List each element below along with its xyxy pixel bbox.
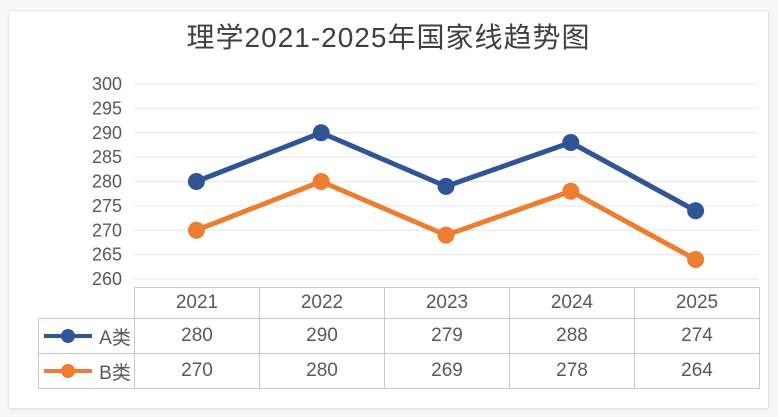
- series-b-line-marker-icon: [44, 364, 93, 378]
- year-header-cell: 2022: [259, 287, 385, 319]
- y-axis-tick-label: 290: [92, 123, 122, 143]
- series-a-value-cell: 290: [259, 318, 385, 354]
- series-b-value-cell: 278: [509, 353, 635, 389]
- chart-data-table: 2021 2022 2023 2024 2025 A类 280: [38, 287, 760, 389]
- legend-key-wrapper: B类: [39, 358, 134, 385]
- series-a-line-marker-icon: [44, 329, 93, 343]
- y-axis-tick-label: 260: [92, 269, 122, 289]
- y-axis-tick-label: 270: [92, 220, 122, 240]
- series-b-value-cell: 280: [259, 353, 385, 389]
- series-a-value-cell: 288: [509, 318, 635, 354]
- table-corner-cell: [39, 288, 135, 319]
- series-a-value-cell: 279: [384, 318, 510, 354]
- series-b-value-cell: 270: [134, 353, 260, 389]
- series-a-legend-cell: A类: [38, 318, 135, 354]
- year-header-cell: 2023: [384, 287, 510, 319]
- data-point-marker: [187, 173, 205, 190]
- series-a-label: A类: [99, 327, 131, 349]
- year-header-cell: 2024: [509, 287, 635, 319]
- y-axis-tick-label: 265: [92, 245, 122, 265]
- table-header-row: 2021 2022 2023 2024 2025: [39, 287, 760, 319]
- series-a-value-cell: 280: [134, 318, 260, 354]
- chart-title: 理学2021-2025年国家线趋势图: [186, 22, 591, 53]
- y-axis-tick-label: 280: [92, 172, 122, 192]
- data-point-marker: [312, 124, 330, 142]
- data-point-marker: [562, 134, 580, 151]
- series-b-label: B类: [99, 362, 131, 384]
- y-axis-tick-label: 275: [92, 196, 122, 216]
- data-point-marker: [687, 202, 705, 220]
- y-axis-tick-label: 295: [92, 98, 122, 118]
- series-a-table-row: A类 280 290 279 288 274: [38, 318, 760, 354]
- year-header-cell: 2021: [134, 287, 260, 319]
- series-b-legend-cell: B类: [38, 353, 135, 389]
- legend-key-wrapper: A类: [39, 323, 134, 350]
- data-point-marker: [562, 182, 580, 200]
- y-axis-tick-label: 300: [92, 74, 122, 94]
- data-point-marker: [687, 251, 705, 268]
- data-point-marker: [437, 177, 455, 195]
- chart-card: 理学2021-2025年国家线趋势图 300 295 290 285 280 275 270…: [8, 10, 769, 409]
- series-b-table-row: B类 270 280 269 278 264: [38, 353, 760, 389]
- year-header-cell: 2025: [634, 287, 760, 319]
- series-b-value-cell: 269: [384, 353, 510, 389]
- data-point-marker: [187, 221, 205, 239]
- data-point-marker: [312, 173, 330, 190]
- y-axis-tick-label: 285: [92, 147, 122, 167]
- data-point-marker: [437, 226, 455, 244]
- series-a-value-cell: 274: [634, 318, 760, 354]
- line-chart-plot-area: 300 295 290 285 280 275 270 265 260: [92, 74, 758, 289]
- series-b-value-cell: 264: [634, 353, 760, 389]
